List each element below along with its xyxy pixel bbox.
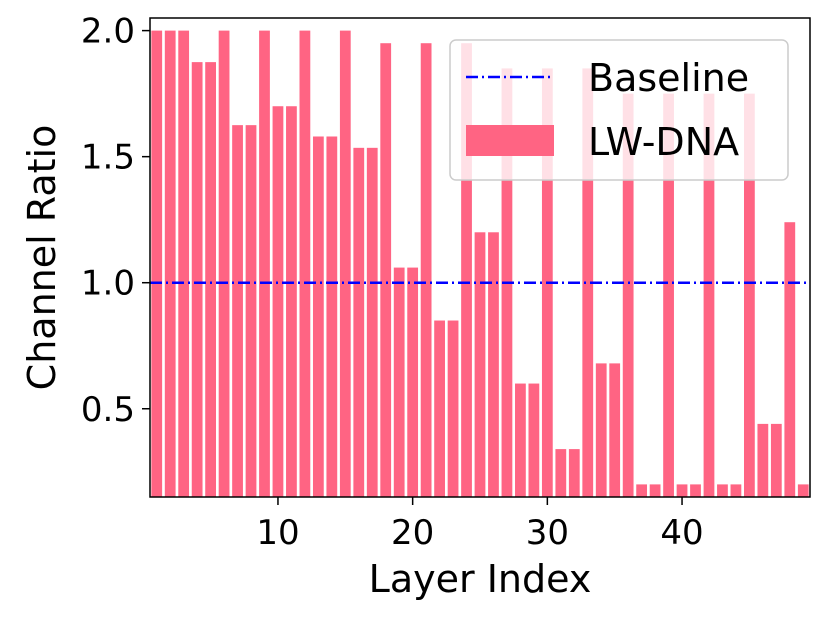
bar-layer-36 — [622, 93, 634, 497]
legend-lwdna-label: LW-DNA — [588, 120, 739, 164]
bar-layer-24 — [461, 43, 472, 498]
bar-layer-11 — [286, 106, 297, 497]
bar-layer-15 — [339, 30, 351, 498]
bar-layer-35 — [609, 363, 621, 497]
x-tick-label: 30 — [526, 513, 569, 553]
bar-layer-23 — [447, 320, 459, 497]
bar-layer-20 — [407, 267, 419, 497]
y-axis: 0.5 1.0 1.5 2.0 — [81, 12, 150, 430]
bar-layer-48 — [784, 222, 796, 497]
bar-layer-1 — [151, 30, 163, 498]
bar-layer-28 — [515, 383, 526, 497]
bar-layer-16 — [353, 147, 365, 497]
bar-layer-6 — [218, 30, 230, 498]
x-tick-label: 20 — [391, 513, 434, 553]
bar-layer-9 — [259, 30, 270, 498]
bar-layer-46 — [757, 423, 769, 497]
bar-layer-47 — [770, 423, 782, 497]
bar-layer-34 — [595, 363, 607, 497]
bar-layer-42 — [703, 93, 715, 497]
x-axis-label: Layer Index — [369, 557, 592, 601]
bar-layer-25 — [474, 232, 486, 497]
y-tick-label: 1.0 — [81, 264, 135, 304]
bar-layer-21 — [420, 43, 432, 498]
bar-layer-14 — [326, 136, 338, 497]
bar-layer-31 — [555, 449, 567, 497]
bar-layer-8 — [245, 125, 257, 497]
bar-layer-5 — [205, 62, 216, 498]
y-tick-label: 1.5 — [81, 138, 135, 178]
y-axis-label: Channel Ratio — [20, 125, 64, 391]
legend: Baseline LW-DNA — [449, 39, 789, 181]
bar-layer-13 — [312, 136, 324, 497]
x-axis: 10 20 30 40 — [256, 497, 704, 553]
bar-layer-41 — [690, 484, 701, 497]
bar-layer-38 — [649, 484, 661, 497]
bar-layer-22 — [434, 320, 445, 497]
bar-layer-37 — [636, 484, 648, 497]
bar-layer-44 — [730, 484, 742, 497]
y-tick-label: 0.5 — [81, 390, 135, 430]
bar-layer-3 — [178, 30, 190, 498]
legend-lwdna-swatch — [466, 125, 554, 156]
y-tick-label: 2.0 — [81, 12, 135, 52]
bar-layer-26 — [488, 232, 499, 497]
plot-frame — [149, 17, 811, 498]
bar-layer-45 — [744, 93, 755, 497]
bar-layer-32 — [568, 449, 580, 497]
bar-layer-19 — [393, 267, 405, 497]
x-tick-label: 10 — [256, 513, 299, 553]
bar-layer-4 — [191, 62, 203, 498]
bar-layer-17 — [366, 147, 378, 497]
bar-layer-7 — [232, 125, 243, 497]
bar-layer-10 — [272, 106, 284, 497]
bar-layer-2 — [164, 30, 176, 498]
bar-layer-40 — [676, 484, 688, 497]
legend-baseline-label: Baseline — [588, 56, 749, 100]
bar-layer-43 — [717, 484, 728, 497]
bar-layer-33 — [582, 68, 594, 497]
bar-layer-18 — [380, 43, 392, 498]
bar-layer-12 — [299, 30, 311, 498]
bar-layer-29 — [528, 383, 540, 497]
bar-layer-49 — [797, 484, 809, 497]
x-tick-label: 40 — [660, 513, 703, 553]
bar-layer-39 — [663, 93, 674, 497]
